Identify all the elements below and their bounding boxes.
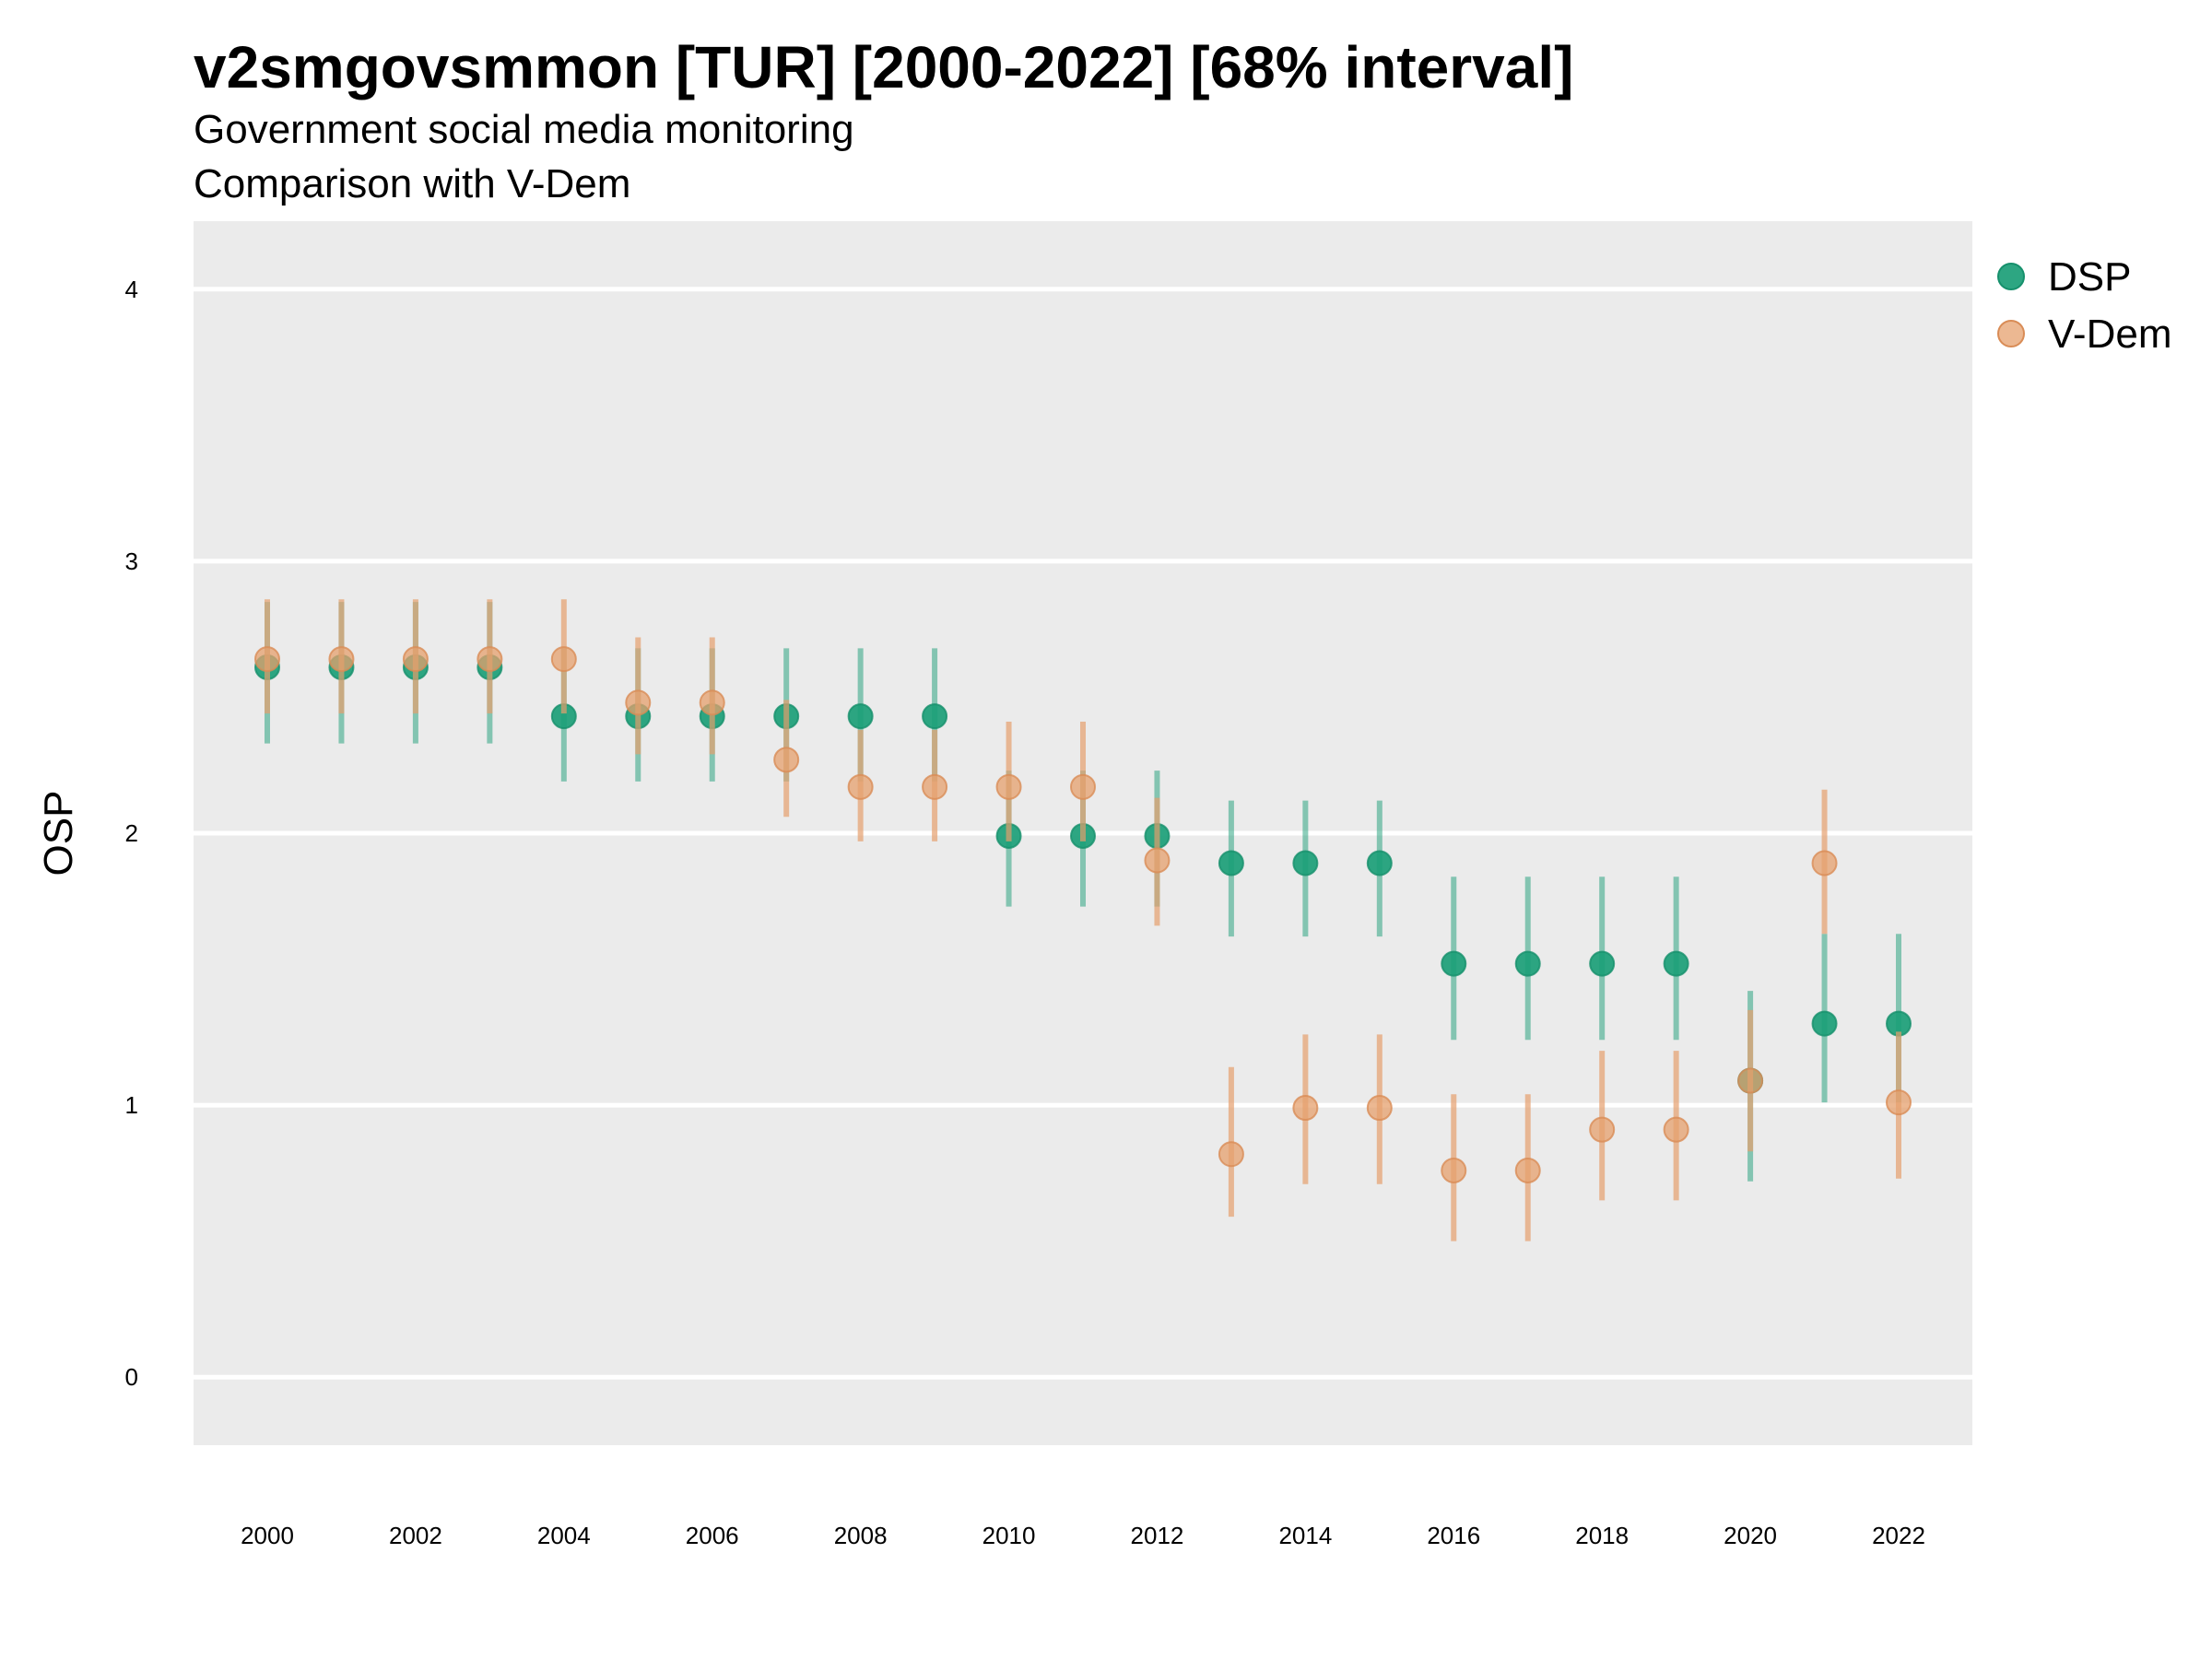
data-point	[1514, 1157, 1541, 1183]
data-point	[1366, 850, 1393, 877]
legend-label: DSP	[2048, 254, 2131, 300]
data-point	[625, 689, 652, 716]
data-point	[1218, 850, 1244, 877]
data-point	[402, 646, 429, 673]
x-tick-label: 2022	[1872, 1522, 1925, 1549]
x-tick-label: 2014	[1278, 1522, 1332, 1549]
x-tick-label: 2002	[389, 1522, 442, 1549]
data-point	[1144, 847, 1171, 874]
legend-key-dsp	[1997, 263, 2025, 290]
x-tick-label: 2000	[241, 1522, 294, 1549]
data-point	[1514, 950, 1541, 977]
data-point	[550, 646, 577, 673]
data-point	[699, 689, 725, 716]
y-tick-label: 3	[125, 547, 138, 575]
legend: DSP V-Dem	[1997, 254, 2171, 357]
data-point	[328, 646, 355, 673]
data-point	[1811, 1010, 1838, 1037]
chart-title: v2smgovsmmon [TUR] [2000-2022] [68% inte…	[194, 34, 1573, 100]
data-point	[995, 773, 1022, 800]
x-tick-label: 2016	[1427, 1522, 1480, 1549]
data-point	[1737, 1067, 1764, 1094]
data-point	[1366, 1095, 1393, 1122]
data-point	[1589, 1116, 1616, 1143]
y-tick-label: 2	[125, 819, 138, 847]
data-point	[477, 646, 503, 673]
data-point	[1292, 850, 1319, 877]
legend-label: V-Dem	[2048, 312, 2171, 357]
x-tick-label: 2010	[982, 1522, 1036, 1549]
y-tick-labels: 0 1 2 3 4	[125, 276, 138, 1391]
legend-key-v-dem	[1997, 320, 2025, 347]
data-point	[847, 703, 874, 730]
x-tick-label: 2006	[686, 1522, 739, 1549]
data-point	[1886, 1089, 1912, 1116]
y-tick-label: 4	[125, 276, 138, 303]
data-point	[1663, 950, 1689, 977]
data-point	[1292, 1095, 1319, 1122]
x-tick-label: 2008	[834, 1522, 888, 1549]
data-point	[1811, 850, 1838, 877]
chart-caption: Comparison with V-Dem	[194, 161, 630, 206]
data-point	[1441, 1157, 1467, 1183]
x-tick-label: 2020	[1724, 1522, 1777, 1549]
chart-subtitle: Government social media monitoring	[194, 107, 854, 152]
x-tick-label: 2012	[1131, 1522, 1184, 1549]
x-tick-labels: 2000 2002 2004 2006 2008 2010 2012 2014 2016 2018…	[241, 1522, 1925, 1549]
y-tick-label: 1	[125, 1091, 138, 1119]
point-group-v-dem	[254, 646, 1912, 1183]
data-point	[922, 773, 948, 800]
data-point	[847, 773, 874, 800]
y-tick-label: 0	[125, 1363, 138, 1391]
data-point	[1589, 950, 1616, 977]
series-layer	[254, 599, 1912, 1241]
data-point	[773, 747, 800, 773]
data-point	[1663, 1116, 1689, 1143]
data-point	[254, 646, 280, 673]
data-point	[1441, 950, 1467, 977]
data-point	[922, 703, 948, 730]
x-tick-label: 2004	[537, 1522, 591, 1549]
x-tick-label: 2018	[1575, 1522, 1629, 1549]
y-axis-title: OSP	[36, 791, 81, 877]
data-point	[1070, 773, 1096, 800]
data-point	[1218, 1141, 1244, 1168]
